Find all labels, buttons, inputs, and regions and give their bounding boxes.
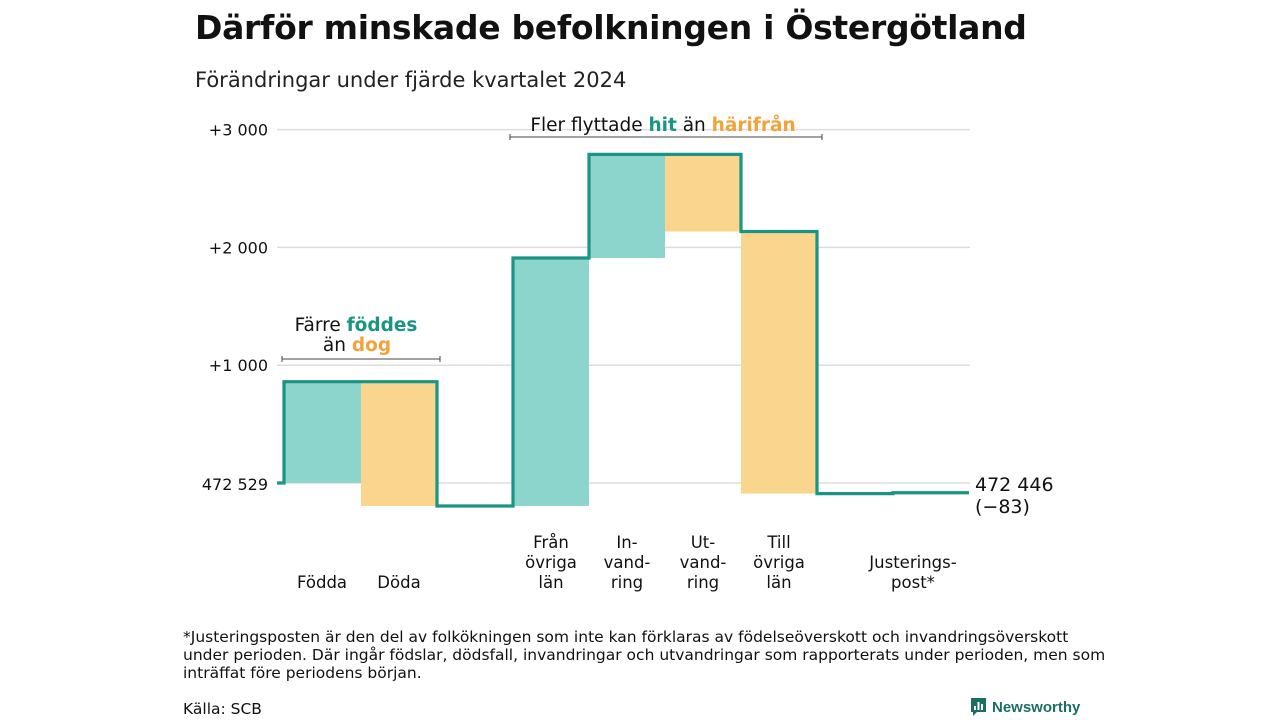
annotation-word-plain: Fler flyttade (530, 115, 648, 136)
end-value-label: 472 446 (975, 474, 1054, 496)
x-category-label: ring (687, 573, 719, 592)
annotation-word-out: härifrån (712, 114, 796, 136)
annotation-word-plain: Färre (295, 315, 347, 336)
annotation-bracket-migration (509, 134, 823, 140)
x-category-label: Justerings- (868, 553, 956, 572)
x-category-label: Döda (377, 573, 420, 592)
annotation-word-plain: än (677, 115, 712, 136)
y-tick-label: +3 000 (209, 121, 268, 140)
end-change-label: (−83) (975, 496, 1030, 518)
annotation-word-in: föddes (347, 315, 418, 336)
x-category-label: In- (616, 533, 637, 552)
start-value-label: 472 529 (202, 475, 268, 494)
x-category-label: post* (891, 573, 935, 592)
x-category-label: övriga (753, 553, 805, 572)
annotation-text: Fler flyttade hit än härifrån (530, 114, 795, 136)
x-category-label: län (766, 573, 791, 592)
bar-döda (361, 381, 437, 506)
y-axis-labels: +1 000 +2 000 +3 000 472 529 472 446(−83) (202, 121, 1054, 518)
bars (284, 154, 817, 506)
chart-subtitle: Förändringar under fjärde kvartalet 2024 (195, 68, 627, 92)
bar-födda (284, 381, 361, 483)
step-line (277, 152, 969, 508)
annotation-text: Färre föddes (295, 315, 418, 336)
chart-title: Därför minskade befolkningen i Östergötl… (195, 8, 1027, 47)
newsworthy-logo-icon (971, 698, 986, 716)
x-category-label: övriga (525, 553, 577, 572)
annotation-bracket-births (281, 356, 441, 362)
x-category-label: vand- (680, 553, 727, 572)
x-category-label: Från (533, 533, 569, 552)
brand-name: Newsworthy (992, 698, 1081, 716)
annotation-word-in: hit (648, 115, 677, 136)
x-category-label: Födda (297, 573, 347, 592)
x-category-label: Ut- (691, 533, 716, 552)
x-category-label: ring (611, 573, 643, 592)
x-category-label: vand- (604, 553, 651, 572)
bar-frånövrigalän (513, 258, 589, 506)
bar-invandring (589, 154, 665, 259)
x-axis-labels: Födda DödaFrånövrigalänIn-vand-ringUt-van… (297, 533, 957, 592)
x-category-label: Till (766, 533, 790, 552)
bar-utvandring (665, 154, 741, 232)
footnote: *Justeringsposten är den del av folkökni… (183, 628, 1106, 682)
y-tick-label: +1 000 (209, 356, 268, 375)
bar-tillövrigalän (741, 231, 817, 494)
step-line-group (277, 152, 969, 508)
annotation-word-plain: än (323, 335, 352, 356)
annotation-text: än dog (323, 335, 391, 356)
annotation-word-out: dog (352, 335, 391, 356)
x-category-label: län (538, 573, 563, 592)
source-credit: Källa: SCB (183, 700, 262, 718)
brand-logo: Newsworthy (970, 697, 1080, 717)
y-tick-label: +2 000 (209, 238, 268, 257)
